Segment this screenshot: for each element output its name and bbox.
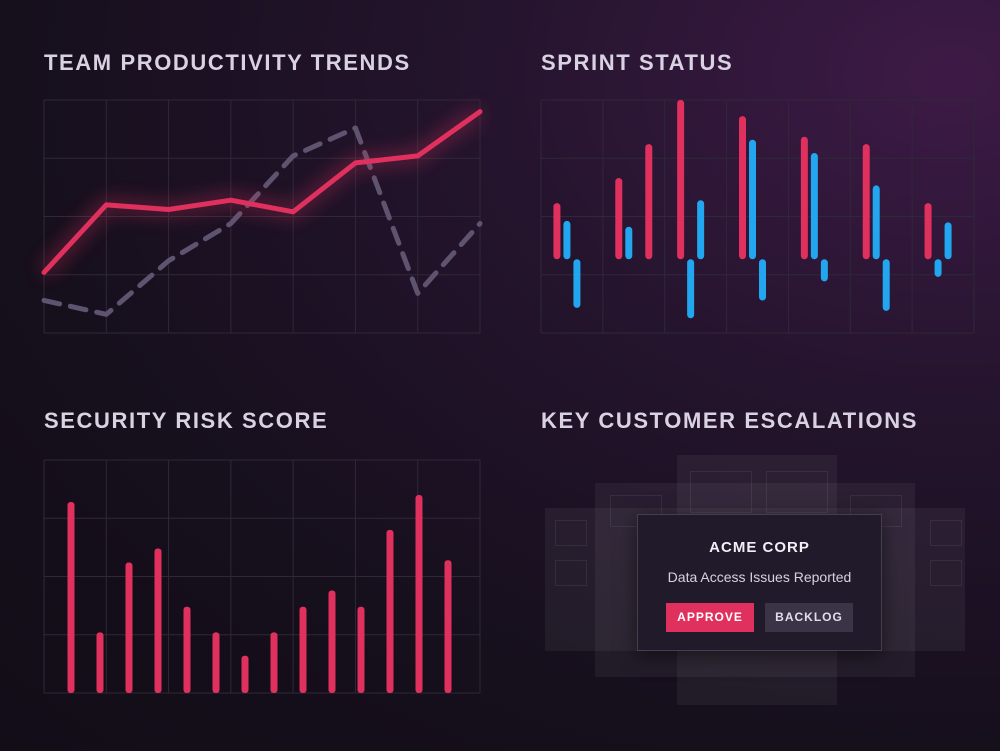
sprint-bar: [872, 185, 880, 260]
security-bar: [328, 590, 336, 693]
security-chart: [43, 459, 481, 694]
escalation-company: ACME CORP: [709, 539, 810, 556]
productivity-chart: [38, 99, 485, 334]
ghost-cell: [690, 471, 752, 513]
sprint-bar: [749, 139, 756, 260]
ghost-cell: [930, 520, 962, 546]
sprint-bar: [820, 259, 828, 282]
sprint-bar: [759, 259, 766, 301]
security-bar: [212, 632, 220, 693]
security-bar: [444, 560, 452, 693]
sprint-bar: [882, 259, 890, 311]
sprint-bar: [800, 136, 808, 260]
security-bar: [183, 606, 191, 693]
sprint-bar: [697, 200, 705, 260]
sprint-bar: [934, 259, 942, 277]
escalation-issue: Data Access Issues Reported: [667, 569, 852, 585]
grid: [43, 459, 481, 694]
sprint-bar: [810, 152, 818, 260]
ghost-cell: [930, 560, 962, 586]
sprint-bar: [573, 259, 581, 308]
sprint-bar: [739, 116, 746, 260]
sprint-bar: [615, 178, 623, 260]
sprint-title: SPRINT STATUS: [541, 50, 734, 75]
ghost-cell: [610, 495, 662, 527]
sprint-bar: [687, 259, 695, 319]
approve-button[interactable]: APPROVE: [666, 603, 754, 632]
ghost-cell: [555, 520, 587, 546]
escalations-title: KEY CUSTOMER ESCALATIONS: [541, 408, 918, 433]
sprint-bar: [944, 222, 952, 260]
sprint-bar: [862, 144, 870, 260]
sprint-bar: [677, 99, 685, 260]
sprint-bar: [645, 144, 653, 260]
series-line-dashed: [41, 125, 483, 317]
security-bar: [415, 494, 423, 693]
security-bar: [386, 529, 394, 693]
security-bar: [67, 501, 75, 693]
security-bar: [241, 655, 249, 693]
escalation-card: ACME CORP Data Access Issues Reported AP…: [637, 514, 882, 651]
sprint-bar: [625, 226, 633, 260]
sprint-bar: [924, 203, 932, 260]
security-bar: [299, 606, 307, 693]
ghost-cell: [766, 471, 828, 513]
sprint-bar: [563, 220, 571, 260]
grid: [540, 99, 975, 334]
security-bar: [96, 632, 104, 693]
backlog-button[interactable]: BACKLOG: [765, 603, 853, 632]
productivity-title: TEAM PRODUCTIVITY TRENDS: [44, 50, 411, 75]
security-bar: [270, 632, 278, 693]
security-bar: [357, 606, 365, 693]
security-bar: [154, 548, 162, 693]
sprint-bar: [553, 203, 561, 260]
escalations-panel: ACME CORP Data Access Issues Reported AP…: [540, 455, 980, 705]
series-line-solid: [41, 109, 483, 275]
security-bar: [125, 562, 133, 693]
line-glow: [38, 105, 485, 278]
security-title: SECURITY RISK SCORE: [44, 408, 329, 433]
ghost-cell: [555, 560, 587, 586]
sprint-chart: [540, 99, 975, 334]
grid: [43, 99, 481, 334]
